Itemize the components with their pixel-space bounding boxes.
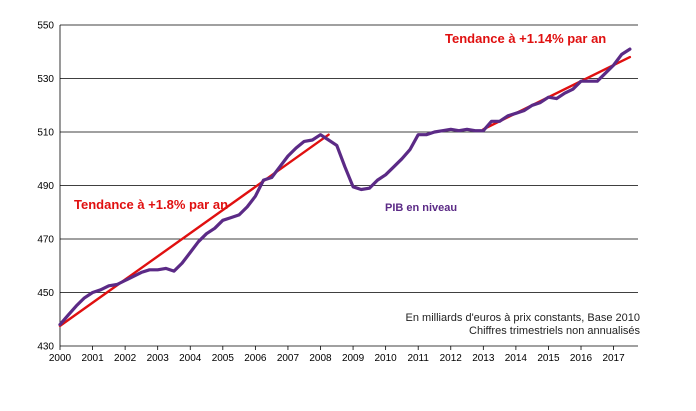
y-tick-label: 450 bbox=[37, 288, 54, 299]
x-tick-label: 2013 bbox=[472, 353, 495, 364]
y-tick-label: 550 bbox=[37, 21, 54, 32]
x-axis-ticks: 2000 2001 2002 2003 2004 2005 2006 2007 2008 2009… bbox=[49, 346, 625, 364]
x-tick-label: 2015 bbox=[537, 353, 560, 364]
x-tick-label: 2006 bbox=[244, 353, 267, 364]
x-tick-label: 2007 bbox=[277, 353, 300, 364]
gdp-series-label: PIB en niveau bbox=[385, 202, 457, 214]
x-tick-label: 2014 bbox=[505, 353, 528, 364]
series-line-gdp bbox=[58, 47, 632, 327]
series-lines bbox=[58, 47, 632, 328]
y-tick-label: 510 bbox=[37, 128, 54, 139]
x-tick-label: 2012 bbox=[440, 353, 463, 364]
x-tick-label: 2001 bbox=[81, 353, 104, 364]
x-tick-label: 2003 bbox=[147, 353, 170, 364]
y-axis-ticks: 430 450 470 490 510 530 550 bbox=[37, 21, 54, 353]
x-tick-label: 2004 bbox=[179, 353, 202, 364]
series-line-trend-1 bbox=[58, 133, 330, 328]
frequency-note: Chiffres trimestriels non annualisés bbox=[469, 325, 640, 337]
x-tick-label: 2016 bbox=[570, 353, 593, 364]
x-tick-label: 2005 bbox=[212, 353, 235, 364]
grid-lines bbox=[59, 24, 638, 347]
x-tick-label: 2017 bbox=[602, 353, 625, 364]
y-tick-label: 490 bbox=[37, 181, 54, 192]
x-tick-label: 2011 bbox=[407, 353, 429, 364]
y-tick-label: 530 bbox=[37, 74, 54, 85]
trend-label-right: Tendance à +1.14% par an bbox=[445, 31, 606, 46]
x-tick-label: 2010 bbox=[375, 353, 398, 364]
x-tick-label: 2000 bbox=[49, 353, 72, 364]
unit-note: En milliards d'euros à prix constants, B… bbox=[406, 312, 640, 324]
x-tick-label: 2002 bbox=[114, 353, 137, 364]
y-tick-label: 470 bbox=[37, 235, 54, 246]
x-tick-label: 2008 bbox=[309, 353, 332, 364]
x-tick-label: 2009 bbox=[342, 353, 365, 364]
y-tick-label: 430 bbox=[37, 342, 54, 353]
trend-label-left: Tendance à +1.8% par an bbox=[74, 197, 228, 212]
